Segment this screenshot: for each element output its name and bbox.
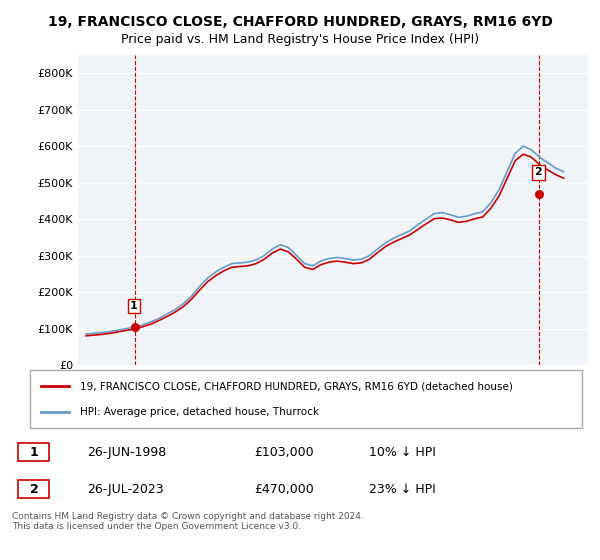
FancyBboxPatch shape	[18, 480, 49, 498]
Text: £103,000: £103,000	[254, 446, 314, 459]
Text: 2: 2	[535, 167, 542, 178]
Text: £470,000: £470,000	[254, 483, 314, 496]
Text: 19, FRANCISCO CLOSE, CHAFFORD HUNDRED, GRAYS, RM16 6YD: 19, FRANCISCO CLOSE, CHAFFORD HUNDRED, G…	[47, 15, 553, 29]
Text: 10% ↓ HPI: 10% ↓ HPI	[369, 446, 436, 459]
FancyBboxPatch shape	[18, 443, 49, 461]
Text: 2: 2	[29, 483, 38, 496]
Text: Contains HM Land Registry data © Crown copyright and database right 2024.
This d: Contains HM Land Registry data © Crown c…	[12, 512, 364, 531]
Text: HPI: Average price, detached house, Thurrock: HPI: Average price, detached house, Thur…	[80, 407, 319, 417]
FancyBboxPatch shape	[30, 370, 582, 428]
Text: 23% ↓ HPI: 23% ↓ HPI	[369, 483, 436, 496]
Point	[535, 189, 544, 198]
Text: 19, FRANCISCO CLOSE, CHAFFORD HUNDRED, GRAYS, RM16 6YD (detached house): 19, FRANCISCO CLOSE, CHAFFORD HUNDRED, G…	[80, 381, 512, 391]
Text: 26-JUL-2023: 26-JUL-2023	[87, 483, 164, 496]
Text: 1: 1	[29, 446, 38, 459]
Text: 26-JUN-1998: 26-JUN-1998	[87, 446, 166, 459]
Point	[130, 323, 139, 332]
Text: 1: 1	[130, 301, 137, 311]
Text: Price paid vs. HM Land Registry's House Price Index (HPI): Price paid vs. HM Land Registry's House …	[121, 33, 479, 46]
